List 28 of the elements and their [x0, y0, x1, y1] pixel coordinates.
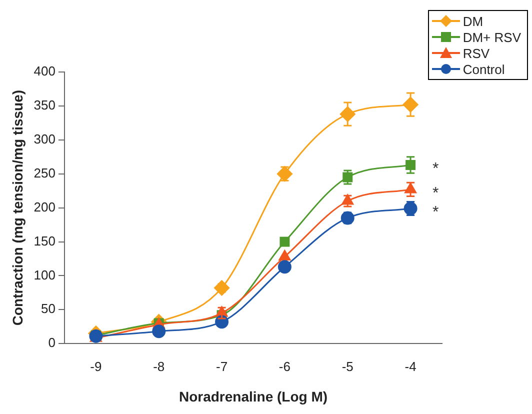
y-tick-label: 150 [34, 233, 56, 248]
y-axis-title: Contraction (mg tension/mg tissue) [9, 90, 26, 326]
legend-label: Control [462, 62, 505, 76]
y-tick-label: 100 [34, 267, 56, 282]
legend-label: DM [462, 14, 484, 28]
y-tick-label: 200 [34, 199, 56, 214]
x-tick-label: -9 [90, 358, 102, 374]
legend-label: DM+ RSV [462, 30, 521, 44]
annotation: * [432, 184, 439, 202]
x-tick-label: -8 [153, 358, 165, 374]
x-tick-label: -6 [278, 358, 290, 374]
x-tick-label: -5 [342, 358, 354, 374]
x-tick-label: -7 [216, 358, 228, 374]
y-tick-label: 350 [34, 98, 56, 113]
y-tick-label: 50 [41, 301, 56, 316]
point [278, 260, 292, 274]
y-tick-label: 300 [34, 131, 56, 146]
annotation: * [432, 204, 439, 221]
legend-label: RSV [462, 46, 490, 60]
x-tick-label: -4 [404, 358, 416, 374]
point [280, 236, 290, 247]
y-tick-label: 250 [34, 165, 56, 180]
y-tick-label: 400 [34, 64, 56, 79]
point [152, 324, 166, 338]
annotation: * [432, 160, 439, 178]
x-axis-title: Noradrenaline (Log M) [178, 388, 328, 404]
y-tick-label: 0 [48, 335, 56, 350]
point [214, 280, 230, 296]
